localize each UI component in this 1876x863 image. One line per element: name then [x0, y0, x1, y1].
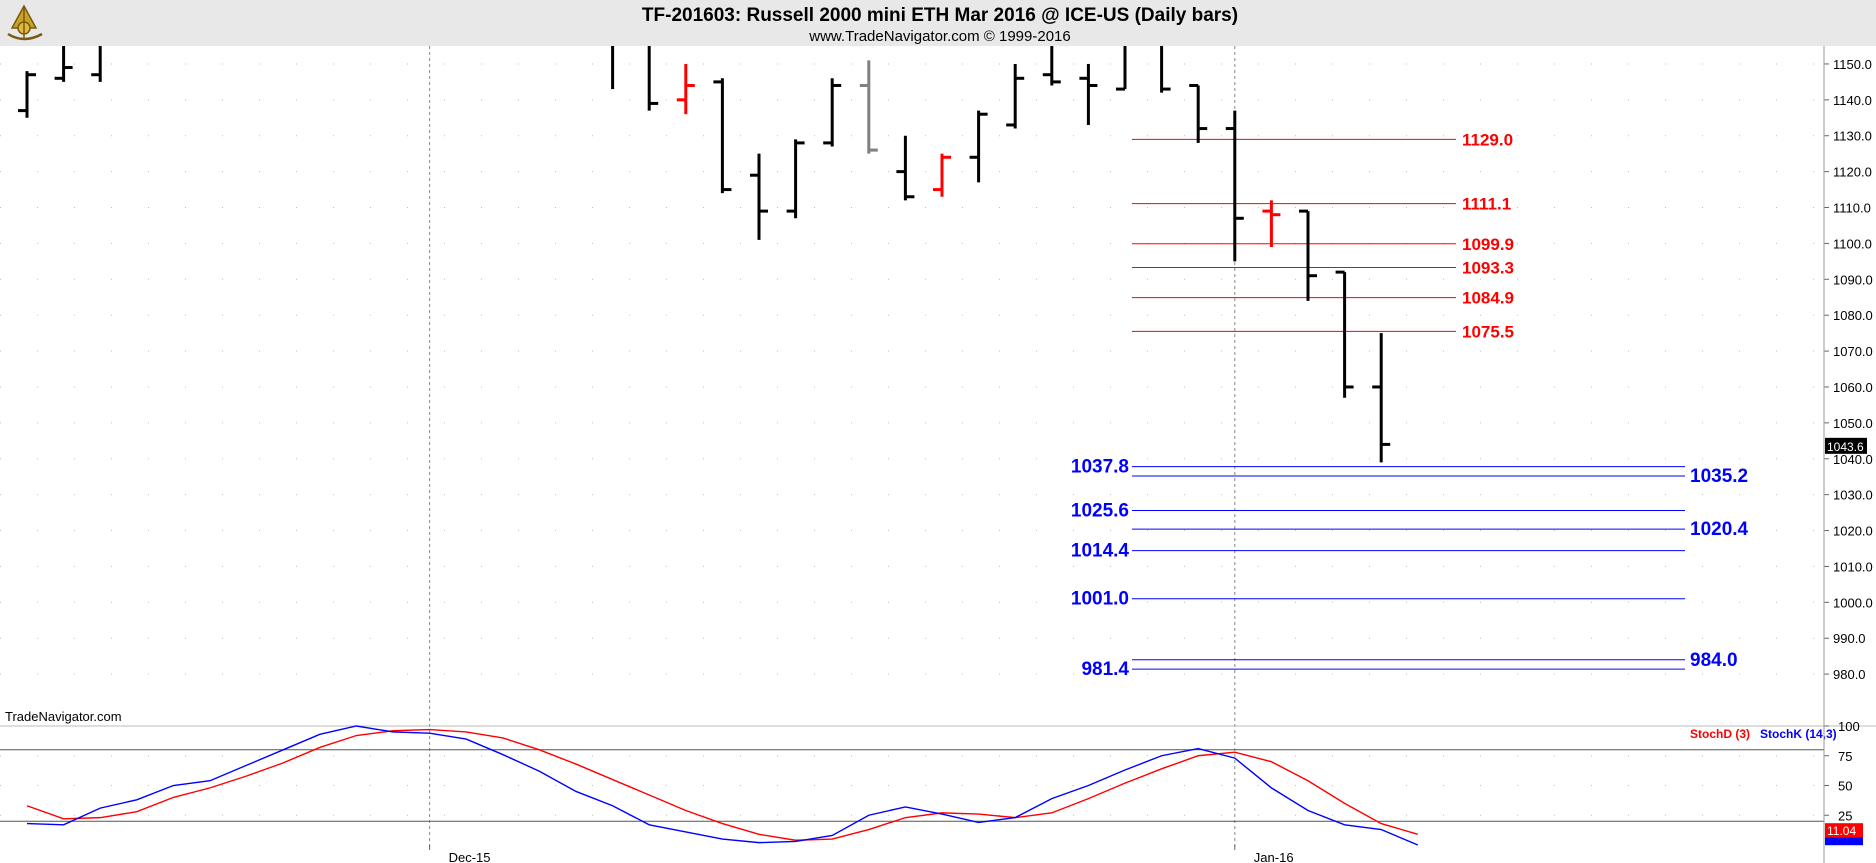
level-label-red: 1111.1	[1462, 195, 1511, 214]
stoch-tick-label: 50	[1838, 779, 1852, 794]
stoch-series-line	[26, 725, 1419, 846]
ohlc-bar	[18, 71, 36, 118]
y-tick-label: 990.0	[1833, 631, 1866, 646]
level-label-blue-right: 1035.2	[1690, 466, 1748, 487]
ohlc-bar	[1042, 46, 1061, 86]
y-tick-label: 1120.0	[1833, 165, 1872, 180]
chart-subtitle: www.TradeNavigator.com © 1999-2016	[808, 28, 1070, 45]
y-tick-label: 1030.0	[1833, 488, 1873, 503]
ohlc-bar	[1160, 46, 1171, 93]
ohlc-bar	[1262, 200, 1281, 247]
stoch-series-line	[26, 728, 1418, 841]
chart-title: TF-201603: Russell 2000 mini ETH Mar 201…	[642, 5, 1238, 26]
ohlc-bar	[969, 110, 988, 183]
stoch-tick-label: 25	[1838, 808, 1852, 823]
level-label-red: 1129.0	[1462, 130, 1513, 149]
y-tick-label: 1080.0	[1833, 308, 1873, 323]
y-tick-label: 1060.0	[1833, 380, 1873, 395]
ohlc-bar	[54, 46, 73, 82]
ohlc-bar	[611, 46, 615, 90]
header-band	[0, 0, 1876, 46]
ohlc-bar	[676, 63, 695, 115]
price-plot-area	[0, 46, 1824, 710]
y-tick-label: 1110.0	[1833, 201, 1871, 216]
y-tick-label: 980.0	[1833, 667, 1866, 682]
ohlc-bar	[750, 153, 768, 240]
level-label-blue-left: 981.4	[1081, 659, 1129, 680]
ohlc-bar	[933, 153, 951, 197]
y-tick-label: 1090.0	[1833, 272, 1873, 287]
y-tick-label: 1050.0	[1833, 416, 1873, 431]
date-axis: Dec-15 Jan-16	[429, 845, 1294, 863]
y-tick-label: 1100.0	[1833, 236, 1872, 251]
fib-levels: 1129.0 1111.1 1099.9 1093.3 1084.9 1075.5 1037…	[1071, 130, 1749, 680]
last-price-label: 1043.6	[1827, 440, 1864, 454]
ohlc-bar	[713, 78, 732, 194]
last-price-badge	[1825, 437, 1867, 454]
stoch-tick-label: 75	[1838, 749, 1852, 764]
price-panel: 1129.0 1111.1 1099.9 1093.3 1084.9 1075.5 1037…	[0, 46, 1873, 849]
x-tick-label: Dec-15	[449, 850, 491, 863]
legend-stoch-d: StochD (3)	[1690, 727, 1750, 741]
price-axis: 980.0 990.0 1000.0 1010.0 1020.0 1030.0 1040.0…	[1824, 57, 1873, 682]
y-tick-label: 1130.0	[1833, 129, 1872, 144]
stoch-last-label: 11.04	[1827, 824, 1856, 838]
ohlc-bars	[18, 46, 1391, 463]
level-label-blue-left: 1014.4	[1071, 541, 1130, 562]
ohlc-bar	[1189, 83, 1208, 143]
y-tick-label: 1150.0	[1833, 57, 1872, 72]
ohlc-bar	[647, 46, 659, 111]
ohlc-bar	[823, 78, 842, 147]
ohlc-bar	[1079, 63, 1098, 125]
level-label-blue-left: 1025.6	[1071, 500, 1129, 521]
level-label-red: 1075.5	[1462, 322, 1514, 341]
level-label-blue-left: 1037.8	[1071, 457, 1129, 478]
ohlc-bar	[859, 60, 878, 154]
ohlc-bar	[786, 139, 805, 219]
level-label-red: 1084.9	[1462, 289, 1514, 308]
sextant-logo-icon	[7, 4, 43, 41]
stochastic-grid	[0, 725, 1824, 822]
ohlc-bar	[1335, 270, 1354, 398]
stoch-tick-label: 100	[1838, 719, 1860, 734]
ohlc-bar	[1299, 209, 1317, 301]
y-tick-label: 1000.0	[1833, 595, 1873, 610]
x-tick-label: Jan-16	[1254, 850, 1294, 863]
stoch-last-badge-d	[1825, 823, 1863, 838]
legend-stoch-k: StochK (14,3)	[1760, 727, 1837, 741]
stoch-last-badge-k	[1825, 837, 1863, 846]
ohlc-bar	[1116, 46, 1127, 91]
stochastic-axis: 25 50 75 100 11.04	[1824, 719, 1863, 846]
level-label-blue-right: 1020.4	[1690, 519, 1749, 540]
level-label-blue-left: 1001.0	[1071, 589, 1129, 610]
y-tick-label: 1010.0	[1833, 559, 1873, 574]
y-tick-label: 1070.0	[1833, 344, 1873, 359]
watermark-text: TradeNavigator.com	[5, 709, 122, 724]
ohlc-bar	[1372, 333, 1391, 463]
stochastic-legend: StochD (3) StochK (14,3)	[1690, 727, 1837, 741]
y-tick-label: 1020.0	[1833, 524, 1873, 539]
ohlc-bar	[91, 46, 102, 82]
level-label-red: 1093.3	[1462, 258, 1514, 277]
ohlc-bar	[896, 135, 915, 201]
stochastic-panel: 25 50 75 100 11.04 StochD (3) StochK (14,3)	[0, 719, 1863, 846]
ohlc-bar	[1006, 63, 1025, 129]
y-tick-label: 1140.0	[1833, 93, 1872, 108]
stochastic-lines	[26, 725, 1419, 846]
level-label-red: 1099.9	[1462, 235, 1514, 254]
level-label-blue-right: 984.0	[1690, 650, 1738, 671]
ohlc-bar	[1225, 110, 1244, 262]
y-tick-label: 1040.0	[1833, 452, 1873, 467]
